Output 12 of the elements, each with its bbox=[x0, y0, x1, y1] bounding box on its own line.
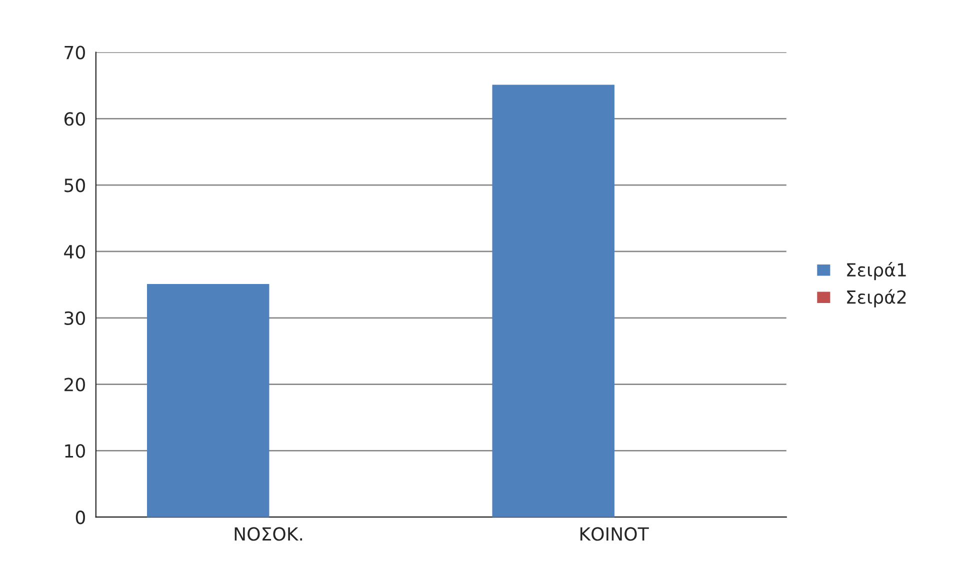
y-tick-label: 70 bbox=[64, 46, 85, 60]
legend-label: Σειρά2 bbox=[847, 289, 906, 308]
y-tick-label: 60 bbox=[64, 112, 85, 126]
y-tick-label: 10 bbox=[65, 444, 85, 458]
x-tick-label: ΝΟΣΟΚ. bbox=[234, 527, 302, 541]
x-tick-label: ΚΟΙΝΟΤ bbox=[580, 527, 649, 541]
y-tick-label: 30 bbox=[64, 311, 85, 326]
legend-label: Σειρά1 bbox=[847, 262, 906, 280]
y-tick-label: 0 bbox=[76, 510, 85, 524]
y-tick-label: 50 bbox=[64, 178, 85, 192]
y-tick-label: 20 bbox=[64, 378, 85, 392]
y-tick-label: 40 bbox=[64, 244, 85, 259]
